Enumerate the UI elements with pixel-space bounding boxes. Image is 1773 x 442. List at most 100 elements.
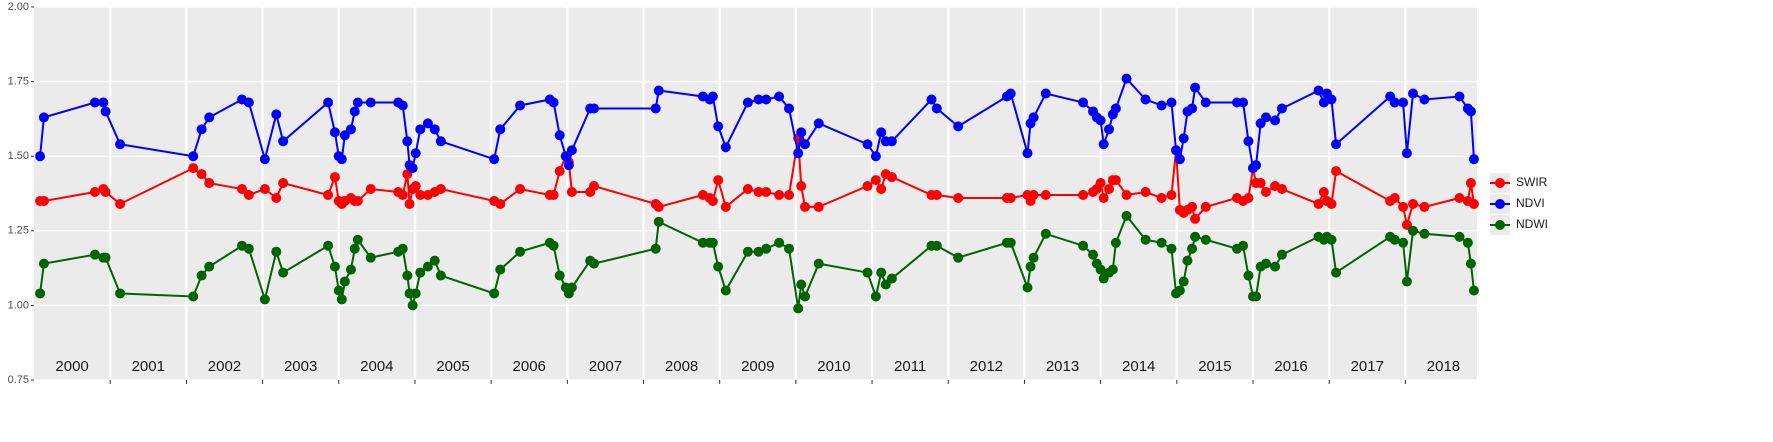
data-point (429, 124, 440, 135)
data-point (554, 270, 565, 281)
data-point (1331, 139, 1342, 150)
data-point (243, 243, 254, 254)
data-point (1331, 166, 1342, 177)
data-point (339, 276, 350, 287)
data-point (407, 300, 418, 311)
data-point (352, 195, 363, 206)
data-point (800, 139, 811, 150)
data-point (404, 198, 415, 209)
year-label: 2003 (284, 358, 317, 375)
data-point (323, 97, 334, 108)
data-point (1419, 201, 1430, 212)
data-point (259, 294, 270, 305)
data-point (1251, 291, 1262, 302)
data-point (1005, 237, 1016, 248)
data-point (278, 178, 289, 189)
data-point (813, 258, 824, 269)
data-point (422, 118, 433, 129)
data-point (196, 270, 207, 281)
data-point (1178, 133, 1189, 144)
legend-label: NDVI (1516, 196, 1545, 210)
data-point (515, 246, 526, 257)
data-point (1313, 198, 1324, 209)
data-point (397, 100, 408, 111)
data-point (813, 201, 824, 212)
data-point (1040, 189, 1051, 200)
data-point (365, 252, 376, 263)
y-tick-label: 1.75 (8, 76, 29, 88)
data-point (1468, 154, 1479, 165)
data-point (588, 181, 599, 192)
data-point (204, 261, 215, 272)
year-label: 2013 (1046, 358, 1079, 375)
data-point (1140, 234, 1151, 245)
data-point (886, 273, 897, 284)
year-label: 2002 (208, 358, 241, 375)
data-point (515, 184, 526, 195)
data-point (566, 282, 577, 293)
data-point (1005, 88, 1016, 99)
data-point (115, 139, 126, 150)
data-point (753, 187, 764, 198)
data-point (1331, 267, 1342, 278)
data-point (89, 97, 100, 108)
data-point (1260, 112, 1271, 123)
data-point (1028, 252, 1039, 263)
data-point (115, 198, 126, 209)
data-point (761, 187, 772, 198)
data-point (495, 264, 506, 275)
data-point (336, 294, 347, 305)
data-point (196, 124, 207, 135)
data-point (495, 198, 506, 209)
data-point (1098, 192, 1109, 203)
data-point (784, 189, 795, 200)
data-point (876, 267, 887, 278)
data-point (1187, 243, 1198, 254)
data-point (1104, 124, 1115, 135)
year-label: 2018 (1427, 358, 1460, 375)
data-point (761, 94, 772, 105)
data-point (650, 243, 661, 254)
data-point (1243, 136, 1254, 147)
data-point (1454, 192, 1465, 203)
data-point (870, 151, 881, 162)
data-point (204, 178, 215, 189)
data-point (1389, 234, 1400, 245)
data-point (800, 291, 811, 302)
data-point (774, 237, 785, 248)
data-point (345, 264, 356, 275)
data-point (793, 148, 804, 159)
data-point (329, 261, 340, 272)
data-point (1040, 88, 1051, 99)
data-point (1022, 148, 1033, 159)
year-label: 2009 (741, 358, 774, 375)
year-label: 2008 (665, 358, 698, 375)
data-point (38, 258, 49, 269)
data-point (1398, 237, 1409, 248)
data-point (1095, 115, 1106, 126)
data-point (1040, 228, 1051, 239)
data-point (278, 267, 289, 278)
data-point (188, 163, 199, 174)
data-point (886, 136, 897, 147)
data-point (566, 187, 577, 198)
data-point (1187, 103, 1198, 114)
data-point (931, 103, 942, 114)
data-point (243, 97, 254, 108)
data-point (1389, 192, 1400, 203)
data-point (653, 201, 664, 212)
data-point (1251, 160, 1262, 171)
data-point (271, 192, 282, 203)
data-point (1401, 148, 1412, 159)
data-point (407, 163, 418, 174)
data-point (365, 97, 376, 108)
data-point (793, 303, 804, 314)
data-point (742, 97, 753, 108)
data-point (742, 246, 753, 257)
data-point (1166, 243, 1177, 254)
data-point (1454, 91, 1465, 102)
data-point (774, 91, 785, 102)
data-point (352, 97, 363, 108)
data-point (720, 142, 731, 153)
data-point (100, 106, 111, 117)
